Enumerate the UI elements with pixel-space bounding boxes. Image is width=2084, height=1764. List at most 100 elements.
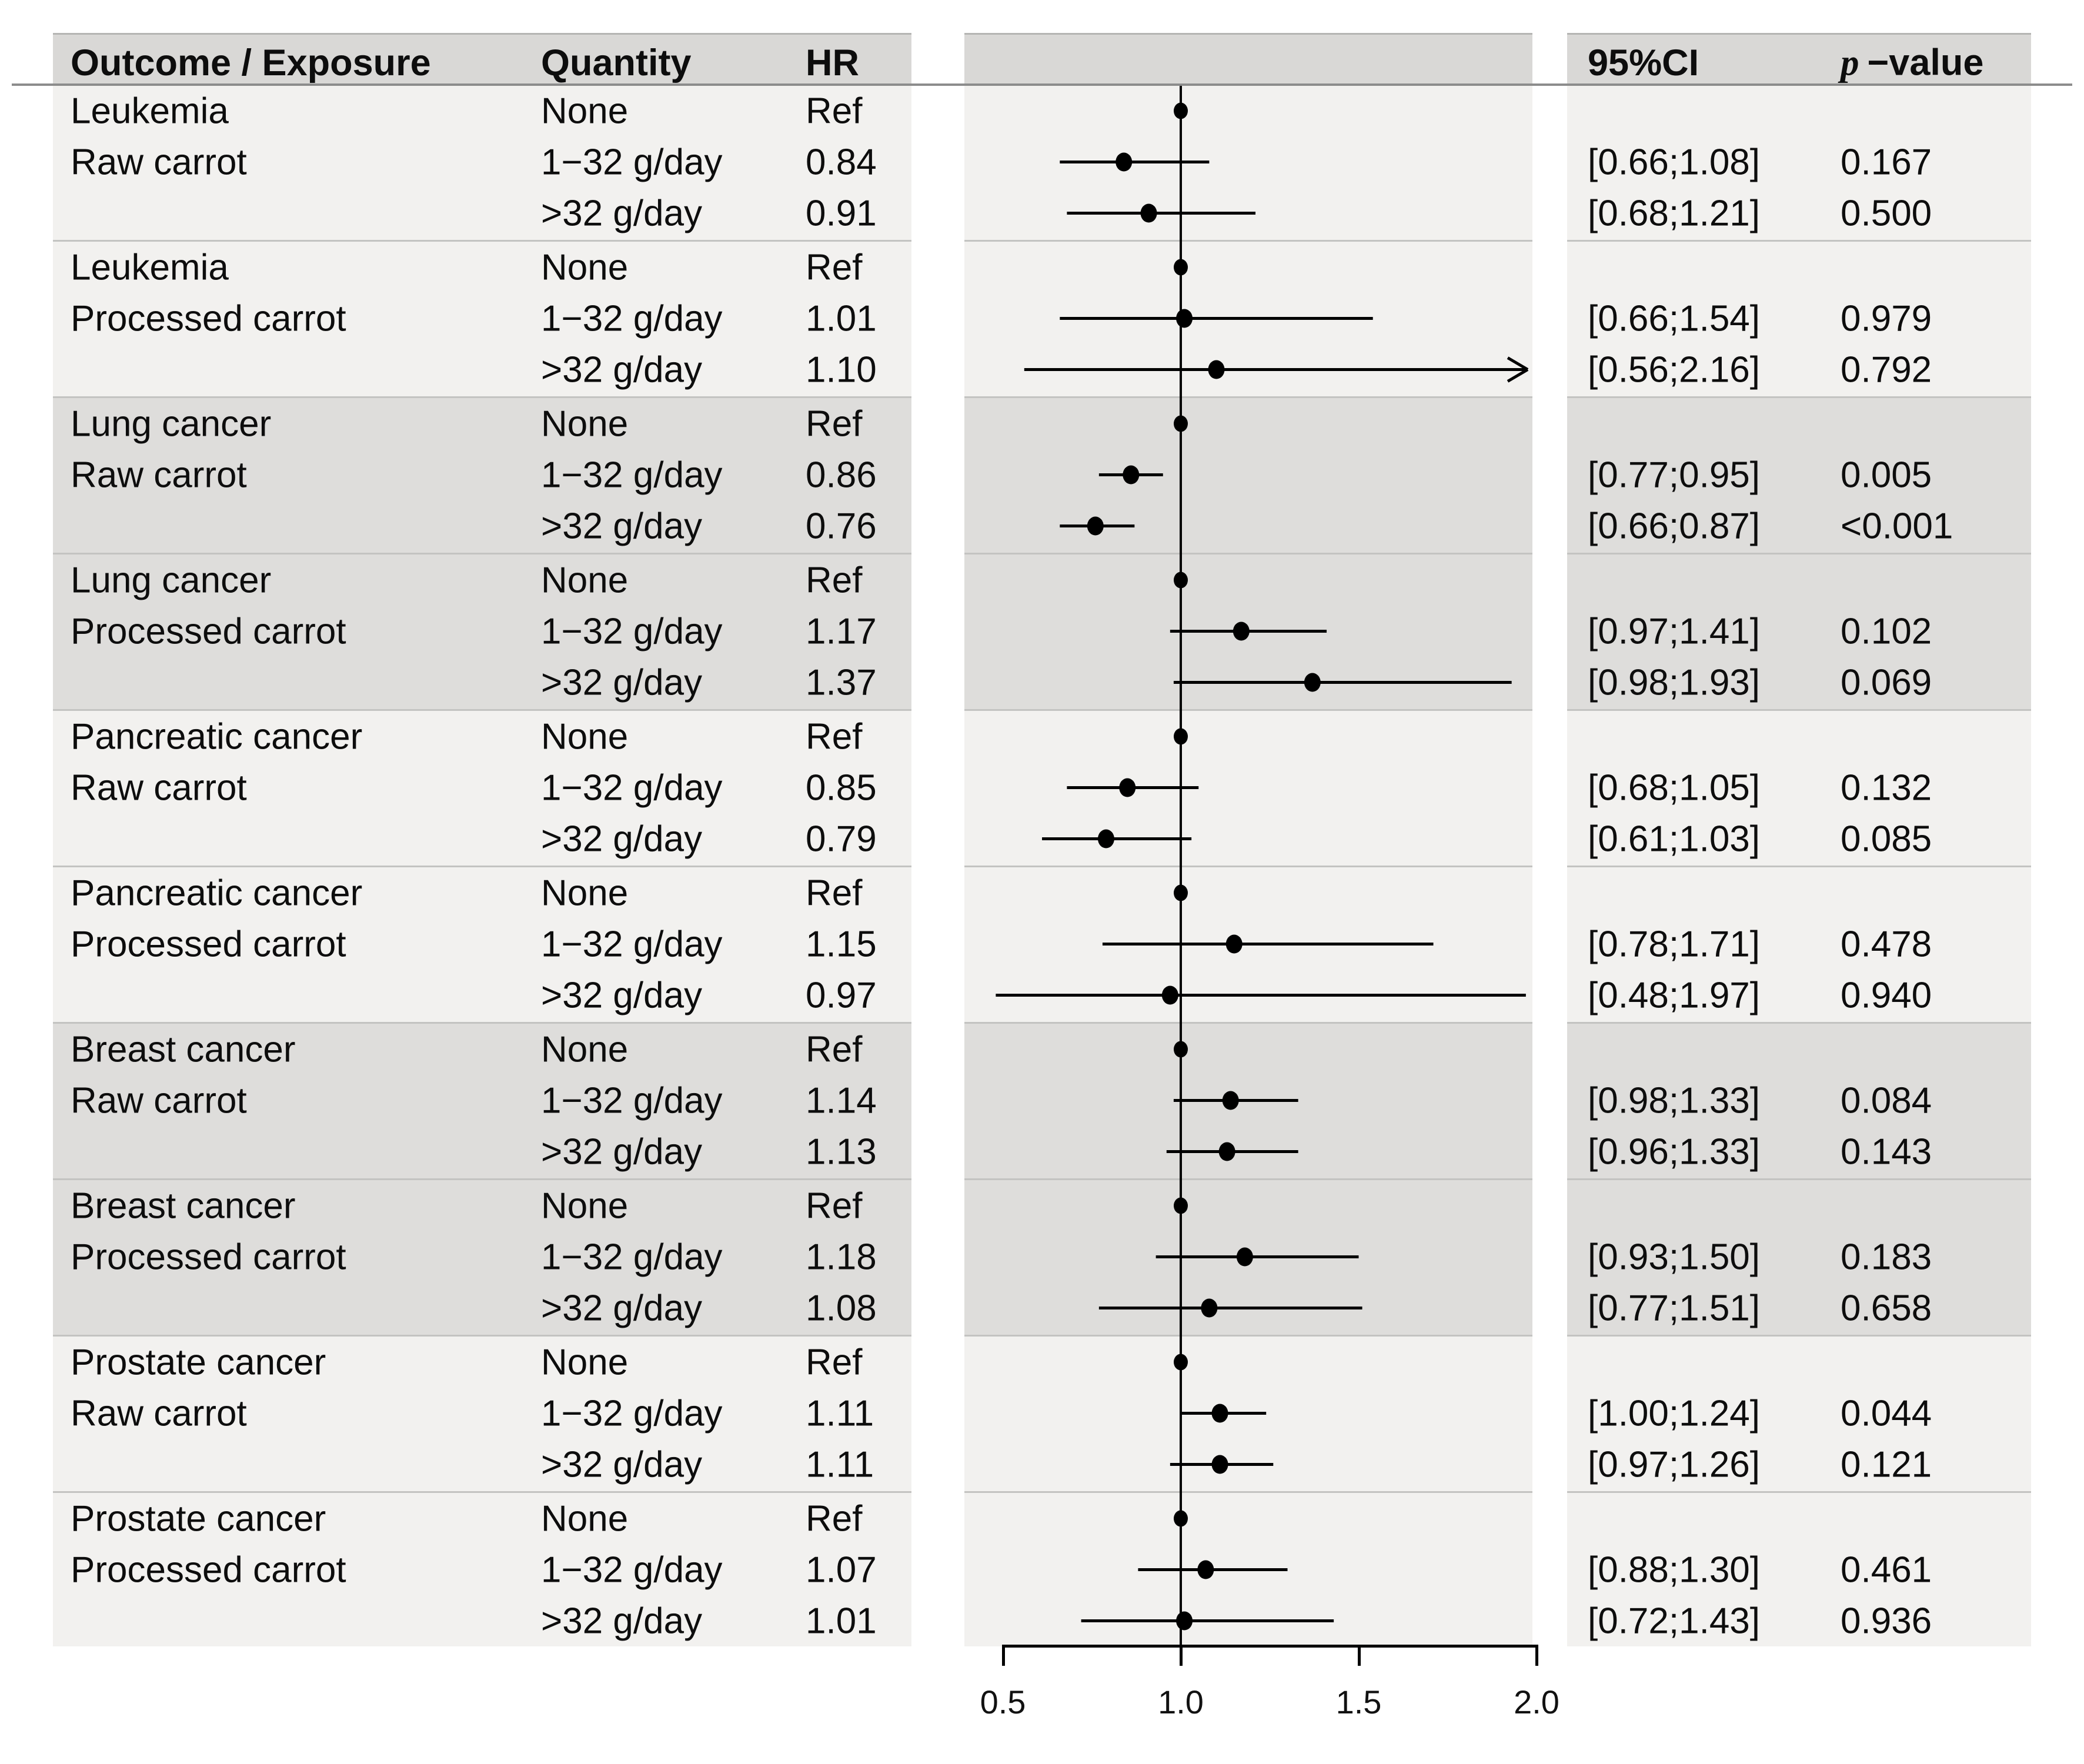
- x-axis-tick: [1535, 1645, 1538, 1666]
- p-value: 0.044: [1841, 1393, 1932, 1434]
- group-band: [0.66;1.54] 0.979 [0.56;2.16] 0.792: [1567, 242, 2031, 398]
- arrow-head: [1507, 368, 1529, 383]
- ci-value: [0.68;1.05]: [1588, 767, 1761, 808]
- quantity-value: >32 g/day: [541, 818, 703, 859]
- p-value: 0.940: [1841, 975, 1932, 1015]
- table-row: >32 g/day 1.37: [53, 657, 911, 708]
- arrow-head: [1507, 356, 1529, 371]
- table-row: >32 g/day 1.10: [53, 344, 911, 395]
- ci-table-row: [0.66;1.08] 0.167: [1567, 136, 2031, 188]
- quantity-value: 1−32 g/day: [541, 1237, 723, 1277]
- quantity-value: 1−32 g/day: [541, 767, 723, 808]
- exposure-label: Raw carrot: [71, 455, 247, 495]
- ci-value: [0.56;2.16]: [1588, 349, 1761, 390]
- ci-table-row: [1567, 85, 2031, 136]
- ci-value: [0.97;1.26]: [1588, 1444, 1761, 1485]
- x-axis-tick: [1357, 1645, 1361, 1666]
- exposure-label: Processed carrot: [71, 1549, 346, 1590]
- hr-value: 1.17: [806, 611, 877, 652]
- hr-dot: [1119, 778, 1136, 797]
- outcome-label: Breast cancer: [71, 1185, 296, 1226]
- group-band: [0.98;1.33] 0.084 [0.96;1.33] 0.143: [1567, 1024, 2031, 1180]
- hr-dot: [1208, 360, 1225, 379]
- p-value: 0.478: [1841, 924, 1932, 964]
- pvalue-column-header: p −value: [1841, 42, 1983, 85]
- hr-dot: [1123, 465, 1140, 485]
- quantity-value: >32 g/day: [541, 975, 703, 1015]
- table-row: >32 g/day 1.11: [53, 1439, 911, 1490]
- hr-value: 1.01: [806, 1601, 877, 1641]
- hr-dot: [1201, 1298, 1218, 1318]
- group-band: Prostate cancer None Ref Processed carrot 1−…: [53, 1493, 911, 1646]
- exposure-label: Processed carrot: [71, 298, 346, 339]
- ci-value: [0.98;1.33]: [1588, 1080, 1761, 1121]
- table-row: >32 g/day 0.79: [53, 813, 911, 864]
- group-band: [0.88;1.30] 0.461 [0.72;1.43] 0.936: [1567, 1493, 2031, 1646]
- hr-value: 1.13: [806, 1131, 877, 1172]
- ci-value: [0.72;1.43]: [1588, 1601, 1761, 1641]
- quantity-value: >32 g/day: [541, 349, 703, 390]
- group-band: Leukemia None Ref Raw carrot 1−32 g/day 0.84 >…: [53, 85, 911, 242]
- hr-value: 0.84: [806, 142, 877, 182]
- quantity-value: None: [541, 1342, 629, 1382]
- p-value: 0.132: [1841, 767, 1932, 808]
- p-value: 0.069: [1841, 662, 1932, 703]
- p-value: 0.461: [1841, 1549, 1932, 1590]
- quantity-value: >32 g/day: [541, 1131, 703, 1172]
- hr-value: 1.11: [806, 1444, 874, 1485]
- quantity-column-header: Quantity: [541, 42, 692, 84]
- ci-table-row: [0.72;1.43] 0.936: [1567, 1595, 2031, 1646]
- hr-value: 1.15: [806, 924, 877, 964]
- hr-dot: [1233, 622, 1250, 641]
- outcome-label: Lung cancer: [71, 560, 272, 600]
- outcome-label: Breast cancer: [71, 1029, 296, 1070]
- ci-table-row: [0.68;1.21] 0.500: [1567, 188, 2031, 239]
- table-row: Processed carrot 1−32 g/day 1.17: [53, 606, 911, 657]
- table-row: >32 g/day 0.76: [53, 500, 911, 552]
- ci-value: [0.66;0.87]: [1588, 506, 1761, 546]
- header-rule: [12, 83, 2072, 86]
- p-value: 0.936: [1841, 1601, 1932, 1641]
- ci-table-row: [1567, 554, 2031, 606]
- outcome-label: Lung cancer: [71, 403, 272, 444]
- table-row: Prostate cancer None Ref: [53, 1493, 911, 1544]
- hr-value: 0.76: [806, 506, 877, 546]
- group-band: Pancreatic cancer None Ref Processed carrot…: [53, 867, 911, 1024]
- exposure-label: Raw carrot: [71, 1080, 247, 1121]
- quantity-value: 1−32 g/day: [541, 924, 723, 964]
- hr-dot: [1176, 309, 1193, 328]
- ci-table-row: [0.97;1.26] 0.121: [1567, 1439, 2031, 1490]
- group-band: Breast cancer None Ref Processed carrot 1−32…: [53, 1180, 911, 1337]
- table-header-row: Outcome / Exposure Quantity HR: [53, 35, 911, 85]
- hr-value: Ref: [806, 1029, 863, 1070]
- ci-table-row: [0.93;1.50] 0.183: [1567, 1231, 2031, 1282]
- hr-dot: [1116, 152, 1133, 172]
- hr-value: 0.97: [806, 975, 877, 1015]
- hr-value: 1.10: [806, 349, 877, 390]
- ci-table-row: [0.61;1.03] 0.085: [1567, 813, 2031, 864]
- p-value: 0.167: [1841, 142, 1932, 182]
- ci-table-row: [0.77;0.95] 0.005: [1567, 449, 2031, 500]
- outcome-label: Pancreatic cancer: [71, 873, 363, 913]
- ci-table-row: [1.00;1.24] 0.044: [1567, 1388, 2031, 1439]
- hr-value: 1.07: [806, 1549, 877, 1590]
- quantity-value: None: [541, 1029, 629, 1070]
- hr-dot: [1161, 985, 1178, 1005]
- quantity-value: 1−32 g/day: [541, 611, 723, 652]
- quantity-value: >32 g/day: [541, 506, 703, 546]
- hr-value: Ref: [806, 91, 863, 131]
- outcome-column-header: Outcome / Exposure: [71, 42, 431, 84]
- group-band: [964, 85, 1532, 242]
- group-band: Lung cancer None Ref Processed carrot 1−32 g…: [53, 554, 911, 711]
- table-row: Prostate cancer None Ref: [53, 1337, 911, 1388]
- group-band: [0.93;1.50] 0.183 [0.77;1.51] 0.658: [1567, 1180, 2031, 1337]
- table-row: >32 g/day 0.91: [53, 188, 911, 239]
- table-row: Raw carrot 1−32 g/day 1.14: [53, 1075, 911, 1126]
- exposure-label: Processed carrot: [71, 1237, 346, 1277]
- hr-dot: [1211, 1455, 1228, 1474]
- table-row: Breast cancer None Ref: [53, 1024, 911, 1075]
- p-value: 0.005: [1841, 455, 1932, 495]
- p-value: 0.102: [1841, 611, 1932, 652]
- group-band: [0.77;0.95] 0.005 [0.66;0.87] <0.001: [1567, 398, 2031, 554]
- ci-value: [0.78;1.71]: [1588, 924, 1761, 964]
